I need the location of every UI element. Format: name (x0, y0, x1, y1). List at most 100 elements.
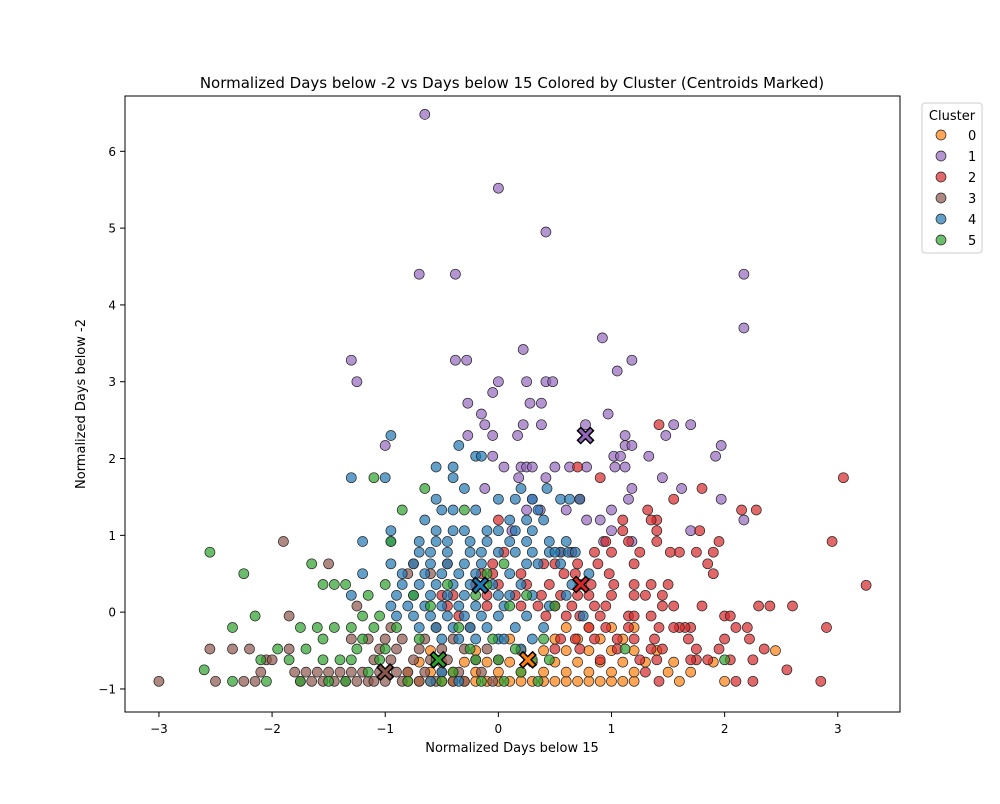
data-point-cluster-4 (526, 525, 538, 537)
data-point-cluster-5 (334, 654, 346, 666)
data-point-cluster-1 (513, 472, 525, 484)
data-point-cluster-5 (295, 622, 306, 633)
data-point-cluster-5 (374, 610, 385, 622)
data-point-cluster-1 (626, 354, 638, 366)
data-point-cluster-3 (413, 675, 425, 687)
data-point-cluster-1 (611, 365, 623, 377)
data-point-cluster-5 (385, 536, 397, 547)
data-point-cluster-2 (628, 589, 640, 601)
data-point-cluster-3 (306, 675, 318, 687)
data-point-cluster-5 (487, 633, 499, 645)
data-point-cluster-1 (597, 332, 608, 344)
data-point-cluster-4 (345, 472, 357, 484)
data-point-cluster-1 (580, 419, 591, 431)
data-point-cluster-4 (560, 536, 572, 547)
data-point-cluster-1 (738, 322, 750, 334)
legend-swatch-0 (935, 129, 947, 141)
data-point-cluster-3 (345, 666, 357, 678)
data-point-cluster-3 (204, 643, 216, 655)
data-point-cluster-2 (642, 504, 654, 516)
data-point-cluster-4 (526, 546, 538, 558)
data-point-cluster-2 (696, 600, 708, 612)
data-point-cluster-0 (572, 656, 583, 668)
data-point-cluster-4 (504, 536, 516, 547)
data-point-cluster-1 (623, 493, 634, 505)
data-point-cluster-3 (368, 675, 380, 687)
data-point-cluster-1 (493, 182, 504, 194)
data-point-cluster-3 (413, 643, 425, 655)
data-point-cluster-1 (547, 376, 559, 388)
data-point-cluster-5 (453, 622, 465, 633)
data-point-cluster-0 (628, 675, 640, 687)
legend-label-5: 5 (968, 234, 976, 249)
data-point-cluster-2 (617, 514, 629, 526)
data-point-cluster-2 (558, 568, 570, 580)
data-point-cluster-0 (628, 666, 640, 678)
data-point-cluster-1 (626, 440, 638, 451)
data-point-cluster-4 (425, 589, 436, 601)
data-point-cluster-2 (744, 633, 755, 645)
data-point-cluster-5 (255, 654, 267, 666)
centroid-marker-cluster-1 (576, 426, 595, 445)
data-point-cluster-4 (564, 493, 575, 505)
data-point-cluster-2 (649, 633, 660, 645)
data-point-cluster-2 (668, 493, 680, 505)
plot-frame (124, 95, 901, 713)
data-point-cluster-2 (730, 675, 742, 687)
data-point-cluster-5 (413, 633, 425, 645)
data-point-cluster-2 (481, 600, 493, 612)
data-point-cluster-2 (657, 643, 668, 655)
legend: Cluster 0 1 2 3 4 5 (921, 102, 983, 254)
data-point-cluster-1 (479, 483, 491, 494)
data-point-cluster-4 (481, 525, 493, 537)
data-point-cluster-1 (668, 419, 680, 431)
data-point-cluster-4 (436, 633, 448, 645)
data-point-cluster-3 (396, 633, 408, 645)
data-point-cluster-5 (227, 675, 238, 687)
data-point-cluster-3 (289, 666, 301, 678)
data-point-cluster-1 (594, 514, 606, 526)
data-point-cluster-4 (577, 610, 589, 622)
data-point-cluster-5 (470, 654, 482, 666)
data-point-cluster-2 (645, 643, 657, 655)
data-point-cluster-4 (419, 514, 431, 526)
data-point-cluster-3 (238, 675, 250, 687)
y-tick-label: 2 (108, 452, 116, 466)
data-point-cluster-1 (606, 525, 617, 537)
data-point-cluster-0 (481, 656, 493, 668)
data-point-cluster-3 (481, 643, 493, 655)
data-point-cluster-2 (585, 579, 597, 590)
data-point-cluster-2 (730, 622, 742, 633)
data-point-cluster-0 (459, 656, 470, 668)
data-point-cluster-4 (459, 525, 470, 537)
data-point-cluster-5 (238, 568, 250, 580)
data-point-cluster-2 (860, 579, 872, 591)
data-point-cluster-1 (526, 461, 538, 473)
data-point-cluster-5 (300, 643, 312, 655)
data-point-cluster-4 (425, 675, 436, 687)
data-point-cluster-4 (560, 589, 572, 601)
data-point-cluster-3 (476, 666, 487, 678)
data-point-cluster-1 (609, 461, 621, 473)
data-point-cluster-1 (685, 525, 697, 537)
data-point-cluster-4 (436, 568, 448, 580)
data-point-cluster-3 (391, 643, 402, 655)
data-point-cluster-5 (425, 600, 436, 612)
data-point-cluster-4 (521, 536, 532, 547)
data-point-cluster-4 (569, 546, 581, 558)
centroid-marker-cluster-4 (471, 576, 490, 595)
x-tick-label: −1 (376, 722, 394, 736)
data-point-cluster-2 (707, 546, 719, 558)
data-point-cluster-4 (391, 589, 402, 601)
data-point-cluster-5 (459, 504, 470, 516)
data-point-cluster-4 (509, 546, 521, 558)
data-point-cluster-5 (368, 622, 380, 633)
data-point-cluster-0 (617, 656, 629, 668)
data-point-cluster-1 (512, 430, 523, 441)
data-point-cluster-4 (379, 472, 391, 484)
data-point-cluster-5 (379, 579, 391, 590)
data-point-cluster-2 (623, 622, 634, 633)
data-point-cluster-4 (476, 450, 487, 462)
data-point-cluster-4 (413, 536, 425, 547)
data-point-cluster-4 (509, 622, 521, 633)
